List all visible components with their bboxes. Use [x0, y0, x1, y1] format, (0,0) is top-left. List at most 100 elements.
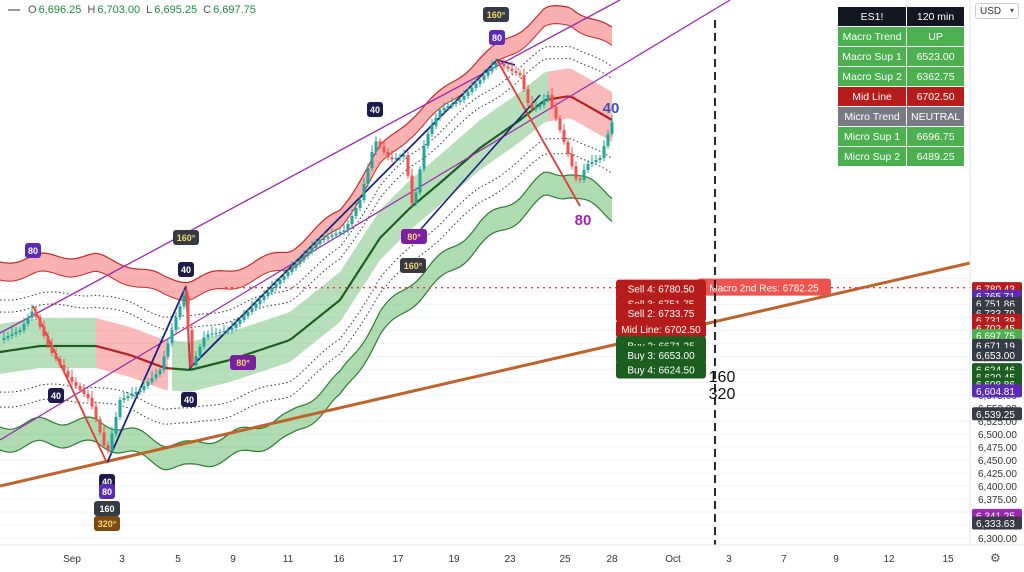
mid-line-segment — [219, 360, 225, 364]
cycle-marker-bg — [48, 388, 64, 403]
mid-line-segment — [291, 334, 297, 340]
cycle-marker-text: 40 — [181, 265, 191, 275]
candle-body — [562, 130, 566, 142]
candle-body — [86, 394, 90, 398]
mid-line-segment — [387, 225, 393, 231]
inner-channel-fill — [96, 318, 168, 391]
candle-body — [238, 320, 242, 324]
candle-body — [146, 382, 150, 386]
mid-line-segment — [271, 343, 277, 348]
candle-body — [454, 102, 458, 104]
mid-line-segment — [27, 346, 33, 349]
mid-line-segment — [191, 367, 197, 371]
candle-body — [254, 304, 258, 308]
candle-body — [522, 75, 526, 89]
candle-body — [310, 248, 314, 252]
price-tag: 6,539.25 — [972, 407, 1022, 421]
mid-line-segment — [247, 351, 253, 356]
cycle-marker-bg — [173, 230, 199, 245]
candle-body — [22, 323, 26, 330]
mid-line-segment — [131, 354, 137, 359]
x-tick-label: 3 — [119, 554, 125, 565]
cycle-count-label: 80 — [575, 212, 592, 229]
cycle-marker-text: 40 — [184, 395, 194, 405]
cycle-marker: 160° — [483, 7, 509, 22]
candle-body — [122, 398, 126, 400]
candle-body — [514, 71, 518, 73]
cycle-marker-bg — [94, 501, 120, 516]
mid-line-segment — [259, 347, 265, 352]
y-tick-label: 6,375.00 — [978, 495, 1017, 506]
candle-body — [322, 238, 326, 240]
table-row: Macro Sup 2 6362.75 — [838, 67, 964, 86]
cycle-marker-bg — [483, 7, 509, 22]
candle-body — [546, 95, 550, 100]
red-swing-line — [496, 59, 581, 207]
mid-line-segment — [155, 363, 161, 368]
cycle-marker-text: 160° — [487, 10, 506, 20]
y-tick-label: 6,500.00 — [978, 430, 1017, 441]
price-tag: 6,653.00 — [972, 348, 1022, 362]
candle-body — [18, 330, 22, 332]
mid-line-segment — [571, 96, 577, 101]
candle-body — [586, 164, 590, 170]
candle-body — [30, 311, 34, 318]
currency-selector[interactable]: USD ▾ — [975, 3, 1019, 19]
mid-line-segment — [475, 147, 481, 153]
candle-body — [334, 233, 338, 236]
macro-res-label-text: Macro 2nd Res: 6782.25 — [709, 284, 819, 295]
candle-body — [490, 67, 494, 72]
candle-body — [90, 398, 94, 407]
mid-line-segment — [207, 363, 213, 367]
candle-body — [182, 295, 186, 307]
candle-body — [34, 311, 38, 318]
candle-body — [202, 337, 206, 347]
table-header-cell: 120 min — [907, 7, 964, 26]
orange-long-trend-line — [0, 261, 971, 488]
candle-body — [98, 419, 102, 433]
dotted-band-line — [0, 45, 613, 318]
candle-body — [102, 432, 106, 446]
candle-body — [554, 106, 558, 119]
candle-body — [574, 166, 578, 179]
candle-body — [166, 343, 170, 357]
candle-body — [338, 232, 342, 234]
price-axis-bg — [970, 0, 1024, 545]
cycle-marker: 80° — [401, 229, 427, 244]
level-label: Sell 4: 6780.50 — [616, 279, 706, 298]
candle-body — [378, 141, 382, 147]
cycle-marker-bg — [367, 102, 383, 117]
x-tick-label: 12 — [883, 554, 895, 565]
cycle-marker: 40 — [367, 102, 383, 117]
candle-body — [382, 146, 386, 152]
mid-line-segment — [575, 98, 581, 103]
candle-body — [370, 152, 374, 168]
level-label-bg — [616, 303, 706, 322]
candle-body — [210, 333, 214, 335]
cycle-marker-bg — [99, 484, 115, 499]
gear-icon[interactable]: ⚙ — [990, 551, 1001, 565]
candle-body — [434, 118, 438, 126]
purple-trend-line — [0, 0, 621, 334]
candle-body — [178, 306, 182, 318]
mid-line-segment — [491, 135, 497, 141]
price-tag: 6,333.63 — [972, 516, 1022, 530]
dotted-band-line — [0, 57, 613, 330]
cycle-marker-bg — [230, 355, 256, 370]
candle-body — [114, 416, 118, 434]
candle-body — [78, 386, 82, 390]
y-tick-label: 6,400.00 — [978, 482, 1017, 493]
candle-body — [426, 134, 430, 146]
candle-body — [542, 100, 546, 105]
x-tick-label: 9 — [230, 554, 236, 565]
mid-line-segment — [579, 100, 585, 105]
candle-body — [430, 126, 434, 134]
candle-body — [346, 224, 350, 231]
candle-body — [2, 338, 6, 340]
mid-line-segment — [267, 344, 273, 349]
cycle-marker-text: 40 — [51, 391, 61, 401]
candle-body — [350, 216, 354, 224]
candle-body — [362, 184, 366, 200]
candle-body — [590, 162, 594, 164]
